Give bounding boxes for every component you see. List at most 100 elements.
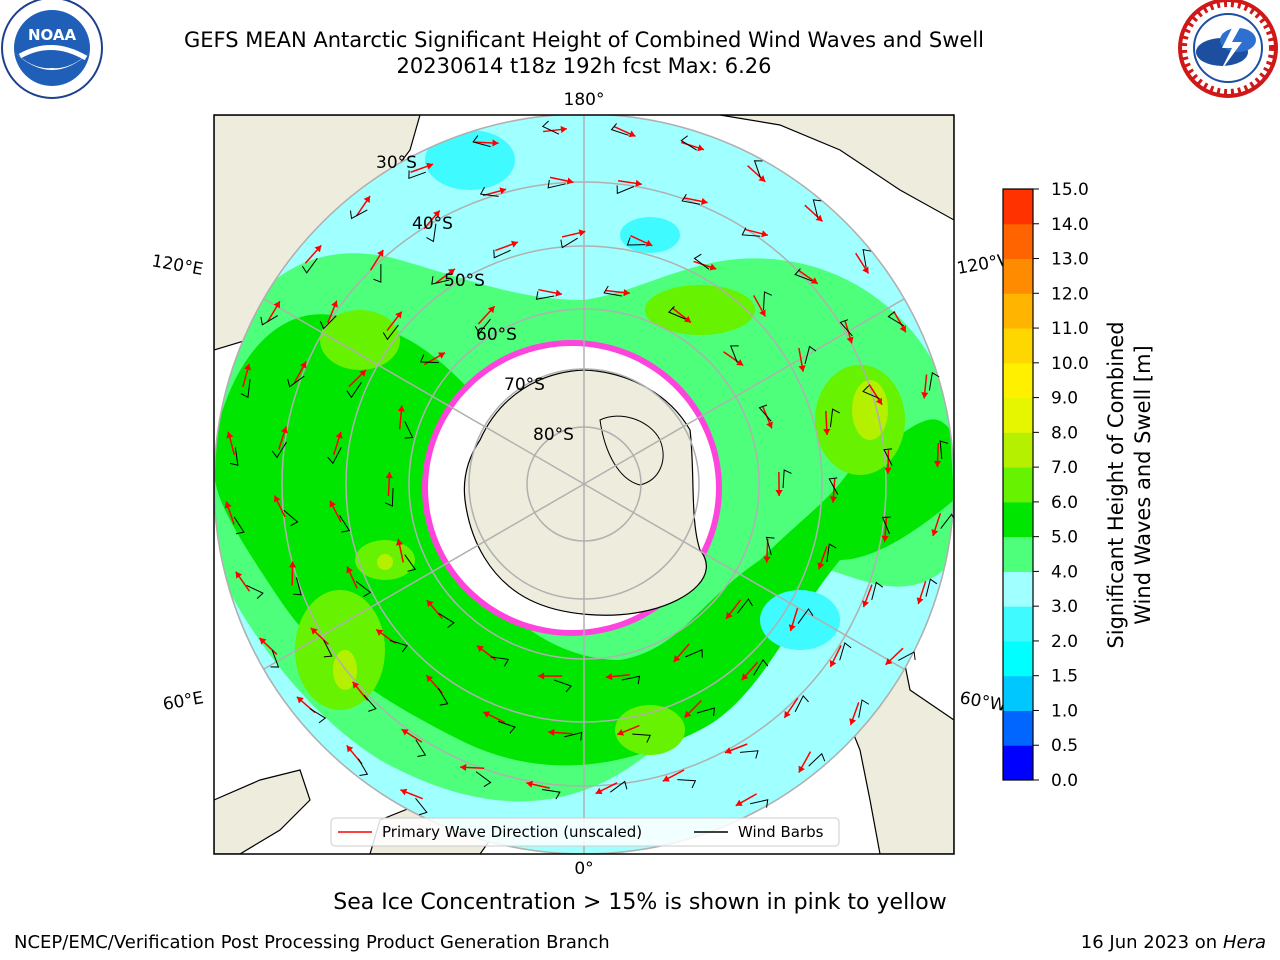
wave-direction-arrow: [680, 141, 705, 152]
wind-barb: [479, 186, 499, 197]
wind-barb: [419, 354, 439, 364]
wind-barb: [626, 237, 646, 246]
wave-direction-arrow: [798, 347, 806, 372]
wind-barb: [319, 315, 337, 330]
date-text: 16 Jun 2023 on: [1080, 932, 1218, 953]
colorbar-tick-label: 1.5: [1051, 667, 1078, 687]
wind-barb: [804, 345, 817, 365]
wind-barb: [736, 598, 753, 614]
wind-barb: [404, 554, 417, 572]
wind-barb: [271, 441, 287, 459]
wave-direction-arrow: [423, 210, 441, 230]
wave-direction-arrow: [595, 782, 618, 795]
wind-barb: [621, 675, 641, 685]
wind-barb: [828, 477, 839, 495]
wind-barb: [871, 581, 884, 601]
colorbar-segment: [1003, 501, 1033, 538]
wave-direction-arrow: [543, 125, 568, 134]
wave-direction-arrow: [775, 471, 783, 497]
wind-barb: [898, 651, 916, 661]
wave-direction-arrow: [725, 599, 742, 620]
wind-barb: [858, 699, 870, 718]
wave-direction-arrow: [931, 512, 942, 537]
wave-direction-arrow: [224, 501, 235, 525]
wind-barb: [474, 318, 491, 335]
wind-barb: [382, 324, 399, 341]
colorbar-tick-label: 5.0: [1051, 528, 1078, 548]
sea-ice-note: Sea Ice Concentration > 15% is shown in …: [333, 890, 947, 915]
wind-barb: [384, 487, 394, 507]
wave-direction-arrow: [829, 478, 838, 503]
wave-direction-arrow: [293, 361, 307, 383]
wind-barb: [797, 608, 814, 624]
latitude-labels: 30°S 40°S 50°S 60°S 70°S 80°S: [376, 153, 574, 445]
graticule: [214, 115, 954, 854]
wave-direction-arrow: [348, 369, 367, 388]
wave-direction-arrow: [351, 681, 369, 701]
wave-direction-arrow: [921, 374, 929, 399]
wind-barb: [812, 199, 822, 218]
wave-direction-arrow: [683, 197, 708, 205]
colorbar-segment: [1003, 675, 1033, 711]
colorbar-tick-label: 1.0: [1051, 701, 1078, 721]
colorbar-segment: [1003, 258, 1033, 294]
wind-barb: [547, 179, 566, 189]
wind-barb: [887, 311, 905, 327]
wave-direction-arrow: [310, 627, 329, 645]
wind-barb: [740, 750, 759, 759]
wave-direction-arrow: [916, 580, 927, 605]
chart-subtitle: 20230614 t18z 192h fcst Max: 6.26: [396, 54, 772, 78]
wave-direction-arrow: [783, 697, 799, 719]
map-legend: Primary Wave Direction (unscaled) Wind B…: [330, 817, 840, 847]
colorbar-tick-label: 3.0: [1051, 597, 1078, 617]
wave-direction-arrow: [332, 431, 343, 455]
wave-direction-arrow: [723, 351, 744, 367]
wave-direction-arrow: [346, 566, 358, 589]
wind-barb: [346, 382, 362, 399]
lon-label-0: 0°: [574, 859, 593, 879]
lat-label-80s: 80°S: [533, 425, 574, 445]
wave-direction-arrow: [329, 500, 342, 523]
wind-barb: [928, 371, 940, 391]
wave-direction-arrow: [605, 289, 630, 297]
colorbar-tick-label: 12.0: [1051, 284, 1089, 304]
wave-direction-arrow: [862, 584, 873, 608]
wave-direction-arrow: [386, 311, 403, 332]
wave-direction-arrow: [868, 384, 883, 406]
wind-barb: [229, 447, 239, 466]
wave-direction-arrow: [855, 252, 870, 274]
wave-direction-arrow: [266, 300, 281, 323]
wind-barb: [541, 120, 560, 135]
wind-barb: [357, 758, 369, 776]
wave-direction-arrow: [410, 162, 434, 173]
wind-barb: [293, 577, 302, 596]
lon-label-60e: 60°E: [161, 688, 205, 715]
colorbar-tick-label: 11.0: [1051, 319, 1089, 339]
wind-barb: [287, 375, 305, 388]
lat-label-30s: 30°S: [376, 153, 417, 173]
legend-barb-label: Wind Barbs: [738, 823, 824, 841]
wave-direction-arrow: [884, 449, 892, 474]
wind-barb: [564, 731, 583, 741]
wave-direction-arrow: [881, 517, 889, 542]
colorbar-tick-label: 13.0: [1051, 250, 1089, 270]
legend-wave-label: Primary Wave Direction (unscaled): [382, 823, 642, 841]
wave-direction-arrow: [549, 176, 574, 185]
colorbar-segment: [1003, 536, 1033, 572]
wave-direction-arrow: [474, 139, 499, 147]
wind-barb: [373, 264, 382, 283]
wind-barb: [350, 209, 368, 220]
colorbar-segment: [1003, 362, 1033, 399]
lat-label-40s: 40°S: [412, 214, 453, 234]
wind-barb: [553, 679, 572, 693]
wind-barb: [233, 516, 245, 535]
wave-direction-arrow: [258, 637, 278, 655]
wave-direction-arrow: [242, 363, 252, 388]
lat-label-50s: 50°S: [444, 271, 485, 291]
wind-barb: [327, 447, 342, 465]
colorbar-segment: [1003, 189, 1033, 225]
wind-barb: [603, 285, 622, 297]
wind-barb: [415, 739, 427, 757]
colorbar-segment: [1003, 432, 1033, 468]
